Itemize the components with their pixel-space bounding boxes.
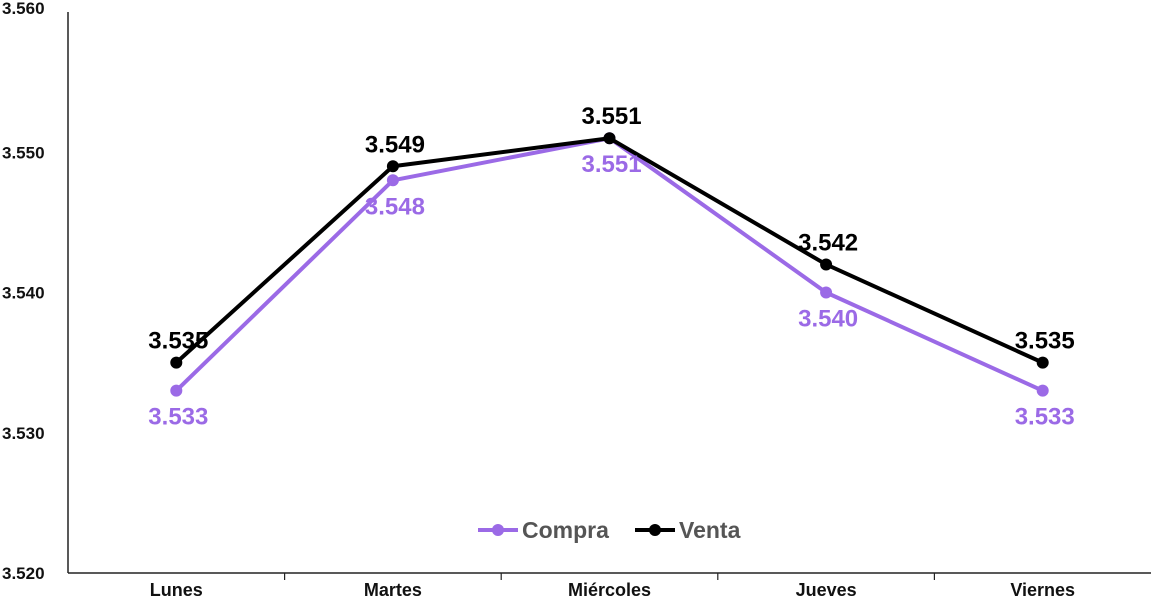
x-tick-label: Lunes — [150, 580, 203, 600]
data-point-venta — [603, 132, 616, 145]
data-point-venta — [820, 258, 833, 271]
data-labels: 3.533 3.548 3.551 3.540 3.533 3.535 3.549 3.551… — [148, 103, 1074, 430]
data-label-compra: 3.533 — [148, 404, 208, 431]
data-label-venta: 3.551 — [582, 103, 642, 130]
data-label-venta: 3.535 — [1015, 328, 1075, 355]
legend-marker — [649, 524, 661, 536]
y-tick-label: 3.530 — [2, 424, 45, 443]
y-axis-ticks: 3.520 3.530 3.540 3.550 3.560 — [2, 0, 45, 583]
data-label-venta: 3.549 — [365, 131, 425, 158]
x-tick-label: Miércoles — [568, 580, 651, 600]
data-label-venta: 3.542 — [798, 229, 858, 256]
chart-axes — [67, 12, 1151, 580]
data-label-compra: 3.533 — [1015, 404, 1075, 431]
chart-legend: Compra Venta — [478, 517, 741, 543]
x-tick-label: Martes — [364, 580, 422, 600]
y-tick-label: 3.540 — [2, 284, 45, 303]
data-point-compra — [1036, 384, 1049, 397]
legend-label: Venta — [679, 517, 741, 543]
x-tick-label: Viernes — [1010, 580, 1075, 600]
data-label-compra: 3.551 — [582, 151, 642, 178]
legend-marker — [492, 524, 504, 536]
y-tick-label: 3.520 — [2, 564, 45, 583]
chart-series — [170, 132, 1049, 397]
data-point-compra — [820, 286, 833, 299]
data-point-compra — [386, 174, 399, 187]
x-axis-ticks: Lunes Martes Miércoles Jueves Viernes — [150, 580, 1075, 600]
data-point-venta — [386, 160, 399, 173]
data-label-venta: 3.535 — [148, 328, 208, 355]
data-label-compra: 3.540 — [798, 306, 858, 333]
x-tick-label: Jueves — [796, 580, 857, 600]
y-tick-label: 3.560 — [2, 0, 45, 18]
data-label-compra: 3.548 — [365, 193, 425, 220]
data-point-venta — [1036, 356, 1049, 369]
y-tick-label: 3.550 — [2, 143, 45, 162]
data-point-venta — [170, 356, 183, 369]
legend-label: Compra — [522, 517, 609, 543]
data-point-compra — [170, 384, 183, 397]
